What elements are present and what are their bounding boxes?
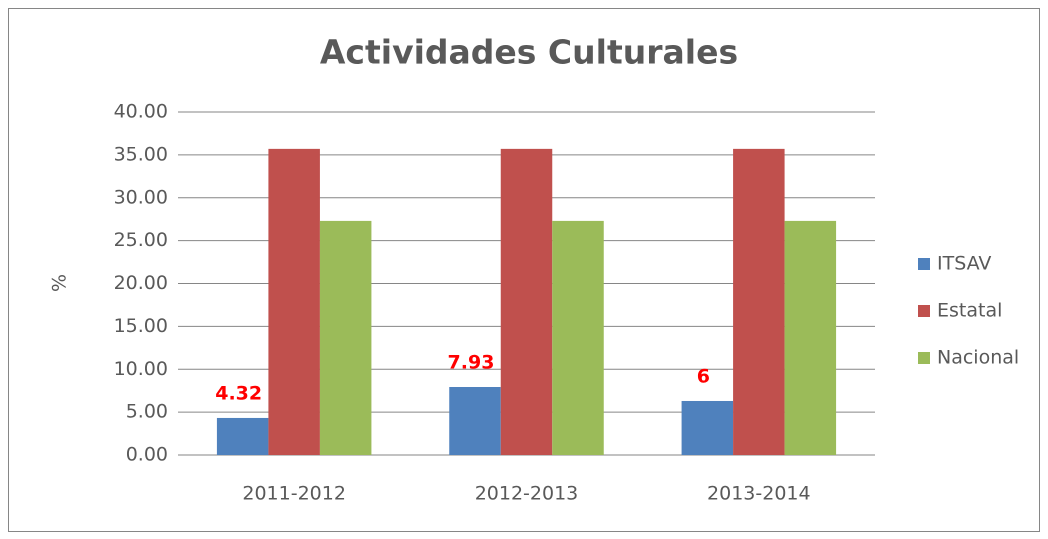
x-tick-label: 2011-2012	[242, 483, 346, 505]
bar	[681, 400, 734, 455]
data-label: 6	[697, 365, 710, 387]
y-tick-label: 5.00	[126, 401, 168, 423]
y-tick-label: 0.00	[126, 444, 168, 466]
y-tick-label: 35.00	[114, 143, 168, 165]
x-tick-label: 2013-2014	[707, 483, 811, 505]
legend-swatch	[918, 305, 930, 317]
legend-label: Estatal	[937, 300, 1002, 322]
y-axis-label: %	[49, 274, 71, 292]
y-tick-label: 25.00	[114, 229, 168, 251]
bar	[500, 148, 553, 455]
bar	[268, 148, 320, 455]
bar	[216, 417, 269, 455]
y-tick-label: 30.00	[114, 186, 168, 208]
legend-swatch	[918, 258, 930, 270]
bar	[733, 148, 785, 455]
bar	[449, 387, 501, 455]
bar	[319, 220, 372, 455]
y-tick-label: 10.00	[114, 358, 168, 380]
legend-label: Nacional	[937, 347, 1019, 369]
data-label: 4.32	[215, 382, 262, 404]
bar	[552, 220, 604, 455]
bar	[784, 220, 837, 455]
y-tick-label: 40.00	[114, 101, 168, 123]
x-tick-label: 2012-2013	[475, 483, 579, 505]
data-label: 7.93	[448, 352, 495, 374]
y-tick-label: 15.00	[114, 315, 168, 337]
legend-swatch	[918, 352, 930, 364]
legend-label: ITSAV	[937, 253, 991, 275]
y-tick-label: 20.00	[114, 272, 168, 294]
chart-title: Actividades Culturales	[320, 33, 738, 72]
